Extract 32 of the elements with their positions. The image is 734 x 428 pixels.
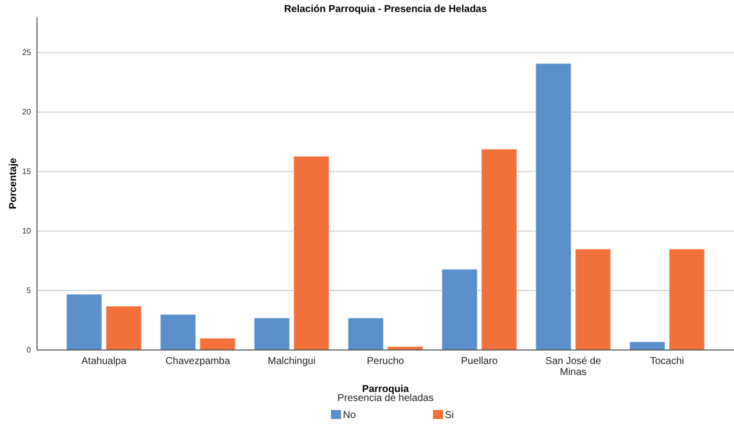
x-tick-label: San José de Minas — [545, 356, 602, 378]
bar — [629, 341, 666, 350]
chart-title: Relación Parroquia - Presencia de Heladas — [284, 4, 488, 15]
legend-title: Presencia de heladas — [337, 393, 434, 404]
bar — [160, 314, 196, 350]
bar — [105, 305, 142, 350]
bar — [574, 248, 612, 350]
y-tick-label: 0 — [26, 346, 32, 355]
bar — [199, 338, 236, 350]
bar — [480, 148, 518, 350]
y-axis-title: Porcentaje — [8, 158, 19, 210]
x-tick-label: Tocachi — [650, 356, 684, 367]
y-tick-label: 20 — [22, 108, 32, 117]
x-tick-label: Malchingui — [268, 356, 316, 367]
x-tick-label: Puellaro — [461, 356, 498, 367]
y-tick-label: 10 — [22, 226, 32, 236]
bar — [347, 317, 384, 350]
bar — [293, 156, 330, 350]
y-tick-label: 15 — [22, 167, 32, 176]
x-tick-label: Chavezpamba — [166, 356, 230, 367]
y-tick-label: 25 — [22, 48, 32, 58]
x-tick-label: Atahualpa — [81, 356, 127, 367]
y-tick-label: 5 — [26, 286, 32, 296]
legend-label: Si — [445, 410, 454, 421]
bar — [66, 294, 102, 350]
bar — [254, 317, 290, 350]
legend-label: No — [343, 410, 356, 421]
bar — [668, 248, 706, 350]
x-axis-title: Parroquia — [362, 384, 410, 395]
x-tick-label: Perucho — [366, 356, 405, 367]
bar — [535, 62, 572, 350]
bar — [441, 268, 478, 350]
